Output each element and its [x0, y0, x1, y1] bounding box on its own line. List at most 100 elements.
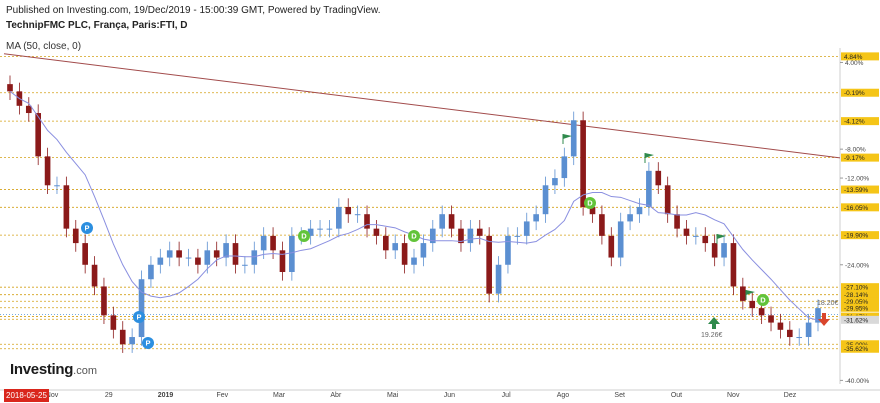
price-annotation: 18.20€ — [817, 300, 839, 307]
candle-body — [758, 308, 765, 316]
candle-body — [693, 235, 699, 237]
candle-body — [505, 235, 511, 265]
x-tick-label: Out — [671, 392, 682, 399]
level-label: -29.95% — [844, 305, 868, 312]
candle-body — [411, 257, 417, 265]
candle-body — [7, 84, 13, 92]
flag-icon — [746, 290, 755, 295]
candle-body — [345, 206, 352, 215]
candle-body — [796, 337, 803, 339]
candle-body — [25, 105, 32, 114]
candle-body — [307, 228, 314, 236]
level-tag — [841, 315, 879, 324]
candle-body — [815, 308, 821, 323]
x-tick-label: Mai — [387, 392, 399, 399]
marker-d-label: D — [411, 232, 417, 241]
candle-body — [768, 315, 774, 323]
x-tick-label: Dez — [784, 392, 797, 399]
marker-p — [133, 311, 145, 323]
candle-body — [429, 228, 436, 244]
candle-body — [655, 170, 662, 186]
trend-line — [3, 53, 841, 159]
x-tick-label: Set — [614, 392, 625, 399]
candle-body — [364, 214, 370, 229]
x-tick-label: 29 — [105, 392, 113, 399]
level-tag — [841, 290, 879, 299]
candle-body — [683, 228, 690, 236]
candle-body — [148, 264, 154, 280]
candle-body — [420, 243, 427, 258]
level-label: -28.14% — [844, 292, 868, 299]
candle-body — [627, 214, 633, 222]
candle-body — [523, 221, 530, 236]
candle-body — [749, 300, 756, 309]
candle-body — [373, 228, 380, 236]
level-label: -9.17% — [844, 155, 865, 162]
candle-body — [138, 279, 145, 338]
marker-d — [408, 230, 420, 242]
level-label: 4.84% — [844, 54, 863, 61]
candle-body — [223, 243, 229, 258]
candle-body — [279, 250, 286, 272]
candle-body — [289, 235, 295, 272]
level-tag — [841, 297, 879, 306]
candle-body — [608, 235, 615, 258]
marker-p — [81, 222, 93, 234]
candle-body — [392, 243, 399, 251]
candle-body — [721, 243, 727, 258]
x-tick-label: 2019 — [158, 392, 174, 399]
marker-p — [142, 337, 154, 349]
marker-d — [298, 230, 310, 242]
level-tag — [841, 203, 879, 212]
candle-body — [495, 264, 502, 294]
candle-body — [542, 185, 549, 215]
candle-body — [664, 185, 671, 215]
candle-body — [119, 329, 126, 345]
logo-suffix: .com — [73, 365, 97, 377]
y-tick-label: -24.00% — [845, 262, 869, 269]
level-tag — [841, 340, 879, 349]
candle-body — [54, 185, 60, 187]
y-tick-label: -40.00% — [845, 378, 869, 385]
level-tag — [841, 231, 879, 240]
candle-body — [580, 120, 586, 207]
candle-body — [702, 235, 709, 244]
level-tag — [841, 52, 879, 61]
candle-body — [204, 250, 211, 265]
candle-body — [44, 156, 51, 186]
investing-logo: Investing.com — [10, 361, 97, 379]
indicator-label: MA (50, close, 0) — [6, 41, 82, 52]
candle-body — [110, 315, 117, 330]
level-label: -13.59% — [844, 187, 868, 194]
level-tag — [841, 117, 879, 126]
x-tick-label: Fev — [216, 392, 228, 399]
y-tick-label: -12.00% — [845, 176, 869, 183]
candle-body — [35, 113, 42, 157]
candle-body — [166, 250, 173, 258]
candle-body — [242, 264, 248, 266]
candle-body — [777, 322, 784, 330]
candle-body — [354, 214, 361, 216]
level-label: -0.19% — [844, 90, 865, 97]
candle-body — [82, 243, 88, 265]
level-tag — [841, 153, 879, 162]
candle-body — [63, 185, 70, 229]
candle-body — [552, 178, 558, 186]
moving-average-line — [9, 90, 819, 321]
candle-body — [561, 156, 568, 179]
buy-arrow-icon — [708, 317, 720, 329]
level-tag — [841, 88, 879, 97]
marker-p-label: P — [145, 339, 150, 348]
y-tick-label: 4.00% — [845, 60, 864, 67]
x-tick-label: Nov — [46, 392, 59, 399]
candle-body — [476, 228, 483, 236]
level-tag — [841, 283, 879, 292]
candle-body — [636, 206, 643, 215]
x-tick-label: Ago — [557, 392, 570, 399]
candle-body — [270, 235, 276, 251]
candle-body — [195, 257, 201, 265]
candle-body — [129, 337, 135, 345]
candle-body — [514, 235, 521, 237]
range-start-badge: 2018-05-25 — [4, 389, 49, 402]
